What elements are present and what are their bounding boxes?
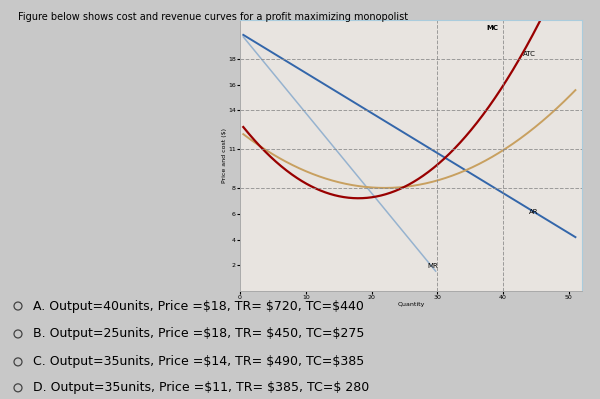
Text: AR: AR bbox=[529, 209, 539, 215]
Text: ATC: ATC bbox=[523, 51, 536, 57]
Text: MR: MR bbox=[427, 263, 438, 269]
Text: D. Output=35units, Price =$11, TR= $385, TC=$ 280: D. Output=35units, Price =$11, TR= $385,… bbox=[33, 381, 369, 394]
X-axis label: Quantity: Quantity bbox=[397, 302, 425, 307]
Text: B. Output=25units, Price =$18, TR= $450, TC=$275: B. Output=25units, Price =$18, TR= $450,… bbox=[33, 328, 364, 340]
Text: Figure below shows cost and revenue curves for a profit maximizing monopolist: Figure below shows cost and revenue curv… bbox=[18, 12, 408, 22]
Text: MC: MC bbox=[487, 25, 499, 31]
Y-axis label: Price and cost ($): Price and cost ($) bbox=[221, 128, 227, 183]
Text: C. Output=35units, Price =$14, TR= $490, TC=$385: C. Output=35units, Price =$14, TR= $490,… bbox=[33, 356, 364, 368]
Text: A. Output=40units, Price =$18, TR= $720, TC=$440: A. Output=40units, Price =$18, TR= $720,… bbox=[33, 300, 364, 312]
